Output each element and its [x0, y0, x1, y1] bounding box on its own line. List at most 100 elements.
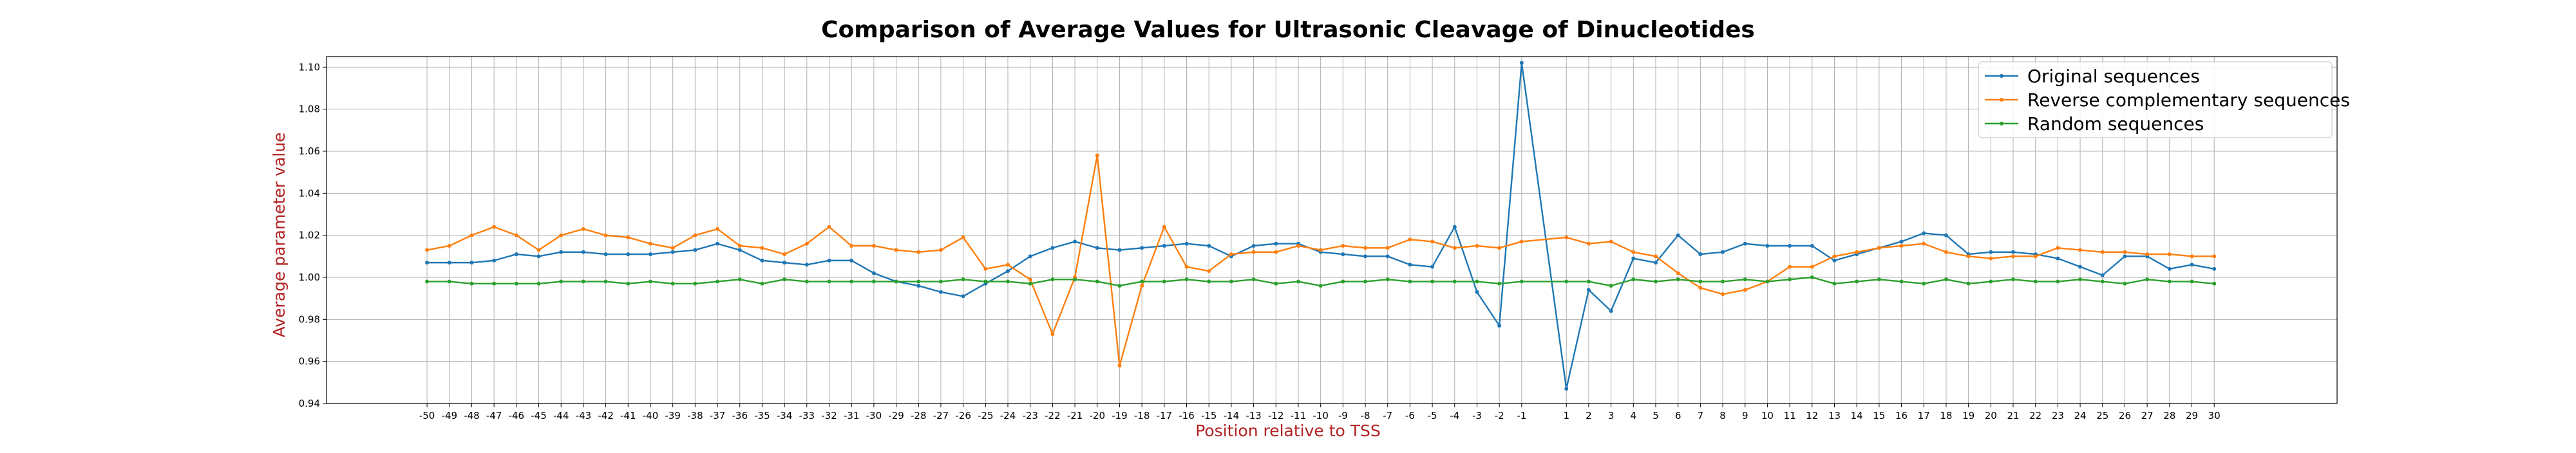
data-point-reverse-complementary-sequences: [1698, 286, 1703, 290]
data-point-original-sequences: [871, 271, 876, 275]
data-point-random-sequences: [514, 281, 518, 286]
y-tick-label: 0.94: [299, 398, 320, 409]
data-point-original-sequences: [1251, 244, 1256, 248]
data-point-reverse-complementary-sequences: [1475, 244, 1479, 248]
data-point-original-sequences: [737, 248, 742, 252]
data-point-original-sequences: [1899, 239, 1904, 244]
data-point-reverse-complementary-sequences: [1408, 237, 1412, 242]
x-tick-label: 14: [1851, 410, 1863, 421]
data-point-random-sequences: [1452, 279, 1457, 284]
data-point-reverse-complementary-sequences: [938, 248, 943, 252]
legend-box: [1978, 61, 2333, 138]
x-tick-label: -9: [1338, 410, 1348, 421]
x-tick-label: 18: [1940, 410, 1952, 421]
data-point-original-sequences: [536, 254, 541, 259]
y-tick-label: 1.10: [299, 61, 320, 73]
x-tick-label: -41: [620, 410, 636, 421]
data-point-random-sequences: [693, 281, 697, 286]
data-point-reverse-complementary-sequences: [425, 248, 430, 252]
data-point-reverse-complementary-sequences: [1117, 364, 1122, 368]
data-point-original-sequences: [2123, 254, 2127, 259]
data-point-original-sequences: [447, 261, 451, 265]
y-tick-label: 1.08: [299, 104, 320, 115]
x-tick-label: -28: [911, 410, 927, 421]
x-tick-label: -7: [1383, 410, 1392, 421]
x-tick-label: -16: [1179, 410, 1195, 421]
data-point-original-sequences: [1184, 241, 1189, 246]
data-point-random-sequences: [2212, 281, 2217, 286]
x-tick-label: 11: [1784, 410, 1796, 421]
x-tick-label: 16: [1895, 410, 1908, 421]
x-tick-label: -26: [955, 410, 971, 421]
data-point-reverse-complementary-sequences: [1095, 153, 1099, 158]
data-point-reverse-complementary-sequences: [1296, 244, 1300, 248]
data-point-reverse-complementary-sequences: [469, 233, 474, 237]
data-point-reverse-complementary-sequences: [1363, 246, 1368, 250]
data-point-random-sequences: [2167, 279, 2172, 284]
data-point-random-sequences: [1765, 279, 1770, 284]
data-point-reverse-complementary-sequences: [827, 225, 831, 229]
x-tick-label: -45: [531, 410, 547, 421]
x-tick-label: -3: [1472, 410, 1482, 421]
data-point-reverse-complementary-sequences: [1676, 271, 1680, 275]
data-point-original-sequences: [492, 258, 497, 263]
x-tick-label: 7: [1698, 410, 1704, 421]
data-point-reverse-complementary-sequences: [1832, 254, 1837, 259]
data-point-random-sequences: [1966, 281, 1971, 286]
x-tick-label: 30: [2208, 410, 2221, 421]
data-point-original-sequences: [626, 252, 630, 257]
data-point-random-sequences: [1810, 275, 1814, 279]
x-tick-label: 9: [1742, 410, 1748, 421]
x-tick-label: 27: [2141, 410, 2154, 421]
data-point-original-sequences: [425, 261, 430, 265]
data-point-random-sequences: [1207, 279, 1211, 284]
data-point-random-sequences: [2011, 277, 2016, 282]
series-line-random-sequences: [427, 276, 2215, 287]
data-point-original-sequences: [1676, 233, 1680, 237]
data-point-random-sequences: [1922, 281, 1926, 286]
data-point-reverse-complementary-sequences: [1274, 250, 1278, 254]
data-point-reverse-complementary-sequences: [1050, 332, 1055, 337]
data-point-original-sequences: [1073, 239, 1077, 244]
data-point-original-sequences: [1743, 241, 1747, 246]
data-point-reverse-complementary-sequences: [1140, 284, 1144, 288]
data-point-random-sequences: [1251, 277, 1256, 282]
data-point-original-sequences: [1586, 288, 1591, 292]
data-point-reverse-complementary-sequences: [603, 233, 608, 237]
y-tick-label: 1.02: [299, 230, 320, 241]
data-point-reverse-complementary-sequences: [1341, 244, 1345, 248]
data-point-original-sequences: [804, 263, 809, 267]
data-point-original-sequences: [648, 252, 652, 257]
x-tick-label: 2: [1586, 410, 1592, 421]
x-tick-label: -50: [419, 410, 435, 421]
x-tick-label: -38: [687, 410, 703, 421]
x-tick-label: -12: [1268, 410, 1284, 421]
data-point-random-sequences: [469, 281, 474, 286]
data-point-reverse-complementary-sequences: [1966, 254, 1971, 259]
data-point-reverse-complementary-sequences: [1944, 250, 1948, 254]
x-tick-label: 12: [1806, 410, 1818, 421]
x-tick-label: 1: [1563, 410, 1569, 421]
data-point-random-sequences: [737, 277, 742, 282]
data-point-reverse-complementary-sequences: [2212, 254, 2217, 259]
data-point-random-sequences: [2190, 279, 2194, 284]
x-tick-label: -44: [553, 410, 569, 421]
chart-title: Comparison of Average Values for Ultraso…: [821, 17, 1755, 43]
data-point-reverse-complementary-sequences: [1877, 246, 1881, 250]
x-tick-label: 15: [1873, 410, 1885, 421]
data-point-random-sequences: [1296, 279, 1300, 284]
x-tick-label: 22: [2029, 410, 2041, 421]
data-point-original-sequences: [1274, 241, 1278, 246]
data-point-original-sequences: [581, 250, 585, 254]
legend-label: Original sequences: [2027, 66, 2200, 87]
data-point-random-sequences: [2145, 277, 2150, 282]
x-tick-label: 20: [1985, 410, 1997, 421]
data-point-random-sequences: [2033, 279, 2038, 284]
x-tick-label: -22: [1045, 410, 1061, 421]
x-axis-ticks: -50 -49 -48 -47 -46 -45 -44 -43 -42 -41 -40 -39 -38-…: [419, 403, 2221, 421]
x-tick-label: 8: [1719, 410, 1726, 421]
data-point-original-sequences: [715, 241, 720, 246]
y-tick-label: 1.04: [299, 187, 320, 199]
x-tick-label: -37: [710, 410, 726, 421]
